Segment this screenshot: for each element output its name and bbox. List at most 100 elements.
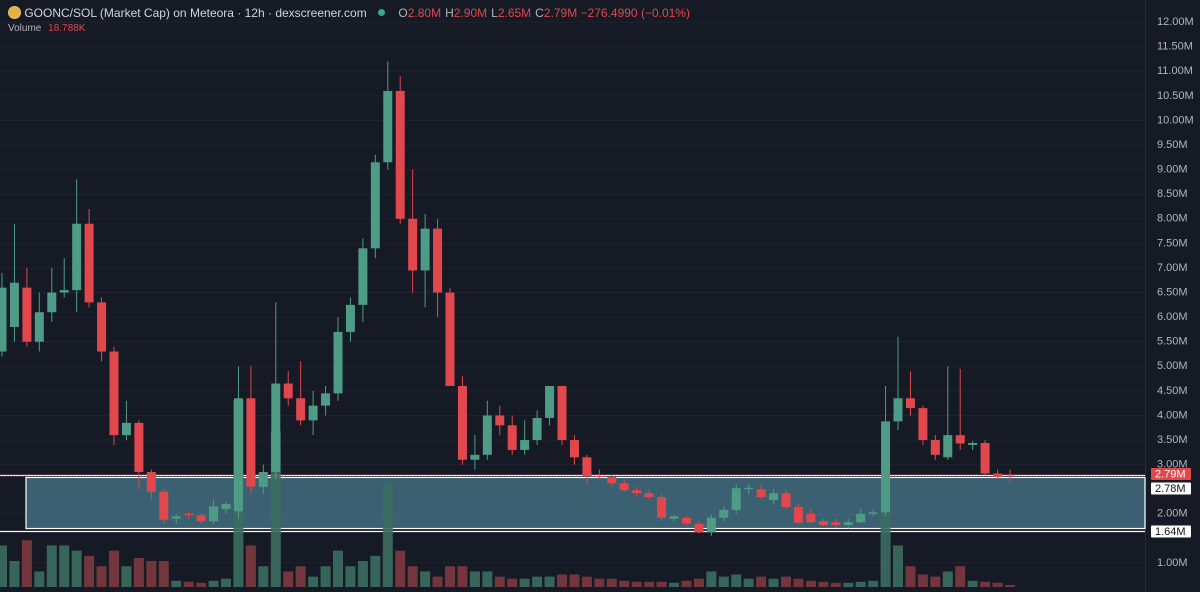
volume-bar [445, 566, 455, 587]
volume-bar [830, 582, 841, 587]
token-icon [8, 6, 21, 20]
candle-body [781, 493, 791, 507]
candle-body [495, 415, 505, 426]
volume-bar [482, 571, 493, 587]
candle-body [433, 228, 443, 293]
y-tick-label: 9.50M [1157, 139, 1188, 151]
ohlc-key: C [535, 6, 544, 21]
ohlc: O2.80M H2.90M L2.65M C2.79M [394, 5, 578, 21]
volume-bar [718, 576, 729, 587]
volume-bar [656, 581, 667, 587]
zone-label: 2.78M [1155, 483, 1186, 495]
candle-body [395, 90, 405, 219]
candle-body [296, 398, 306, 421]
ohlc-key: H [445, 6, 454, 21]
volume-bar [781, 576, 791, 587]
y-tick-label: 8.00M [1157, 213, 1188, 225]
candle-body [980, 443, 990, 474]
candle-body [233, 398, 243, 512]
y-tick-label: 12.00M [1157, 16, 1194, 28]
volume-bar [357, 561, 368, 587]
volume-bar [308, 576, 319, 587]
change: −276.4990 (−0.01%) [580, 5, 690, 20]
candle-body [657, 497, 667, 518]
candle-body [545, 385, 555, 418]
candle-body [582, 457, 592, 476]
volume-bar [109, 550, 119, 587]
volume-bar [457, 566, 468, 587]
candle-body [358, 248, 368, 305]
candle-body [420, 228, 430, 271]
ohlc-value: 2.65M [497, 6, 532, 21]
candle-body [930, 440, 940, 455]
volume-bar [930, 576, 941, 587]
candle-body [97, 302, 107, 352]
candle-body [22, 287, 32, 342]
volume-bar [96, 566, 107, 587]
volume-bar [46, 545, 57, 587]
candle-body [370, 162, 380, 249]
price-label: 2.79M [1155, 468, 1186, 480]
candle-body [806, 513, 816, 523]
y-tick-label: 3.50M [1157, 434, 1188, 446]
volume-bar [432, 576, 443, 587]
candle-body [1005, 474, 1015, 476]
volume-bar [34, 571, 45, 587]
candle-body [246, 398, 256, 487]
volume-label: Volume [8, 23, 42, 34]
candle-body [72, 223, 82, 291]
y-tick-label: 6.50M [1157, 286, 1188, 298]
volume-bar [743, 578, 754, 587]
volume-bar [320, 566, 331, 587]
volume-bar [606, 578, 617, 587]
candle-body [868, 512, 878, 514]
y-tick-label: 7.50M [1157, 237, 1188, 249]
y-tick-label: 10.00M [1157, 114, 1194, 126]
candle-body [831, 522, 841, 526]
volume-bar [544, 576, 555, 587]
y-tick-label: 8.50M [1157, 188, 1188, 200]
volume-bar [880, 498, 891, 587]
volume-bar [21, 540, 32, 587]
candle-body [146, 472, 156, 492]
candle-body [669, 516, 679, 519]
volume-bar [532, 576, 543, 587]
volume-bar [245, 545, 256, 587]
candle-body [184, 513, 194, 516]
volume-bar [333, 550, 343, 587]
volume-bar [208, 580, 219, 587]
y-tick-label: 4.00M [1157, 409, 1188, 421]
volume-bar [805, 580, 816, 587]
candle-body [0, 287, 7, 352]
ohlc-value: 2.79M [543, 6, 578, 21]
candle-body [470, 454, 480, 460]
y-tick-label: 4.50M [1157, 385, 1188, 397]
volume-bar [681, 580, 692, 587]
volume-bar [967, 580, 978, 587]
candle-body [607, 476, 617, 484]
candle-body [893, 398, 903, 422]
volume-bar [469, 571, 480, 587]
candle-body [681, 517, 691, 524]
volume-bar [917, 574, 928, 587]
candle-body [283, 383, 293, 399]
candle-body [84, 223, 94, 303]
y-tick-label: 6.00M [1157, 311, 1188, 323]
candle-body [843, 522, 853, 526]
candle-body [271, 383, 281, 473]
volume-bar [196, 582, 207, 587]
ohlc-key: O [398, 6, 408, 21]
candle-body [943, 435, 953, 458]
candle-body [968, 443, 978, 445]
price-label-bg [1151, 467, 1191, 480]
candle-body [731, 488, 741, 510]
candle-body [134, 422, 144, 473]
volume-bar [669, 582, 679, 587]
candle-body [333, 331, 343, 394]
candle-body [644, 493, 654, 498]
volume-bar [619, 580, 630, 587]
candle-body [221, 503, 231, 509]
volume-bar [382, 483, 393, 587]
